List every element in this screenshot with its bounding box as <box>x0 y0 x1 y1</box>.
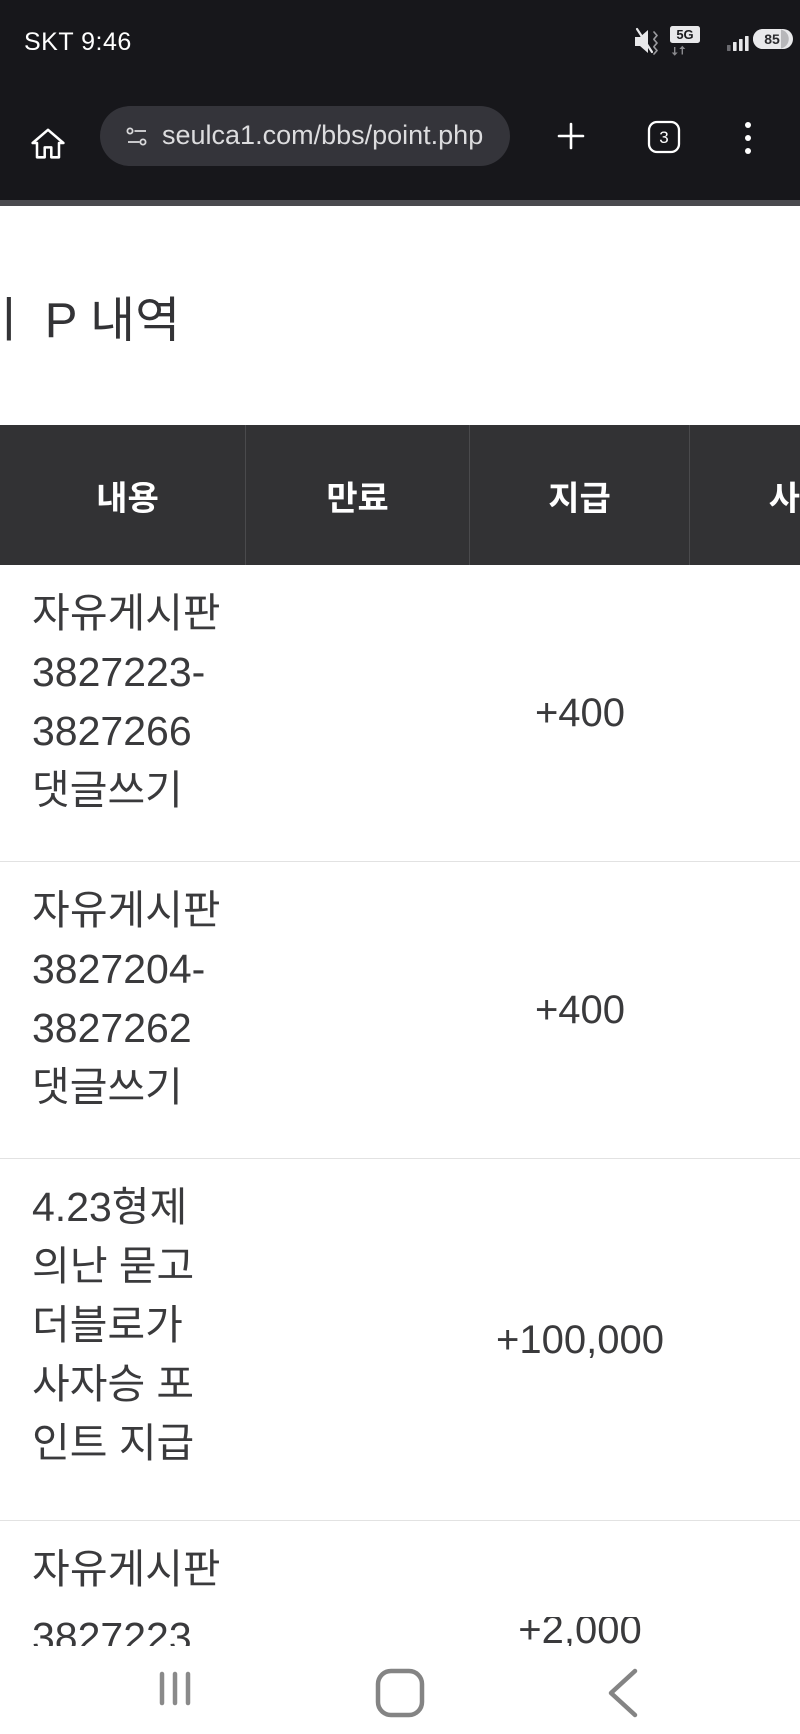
svg-text:5G: 5G <box>676 27 693 42</box>
svg-text:3: 3 <box>659 128 668 147</box>
svg-text:85: 85 <box>764 31 780 47</box>
